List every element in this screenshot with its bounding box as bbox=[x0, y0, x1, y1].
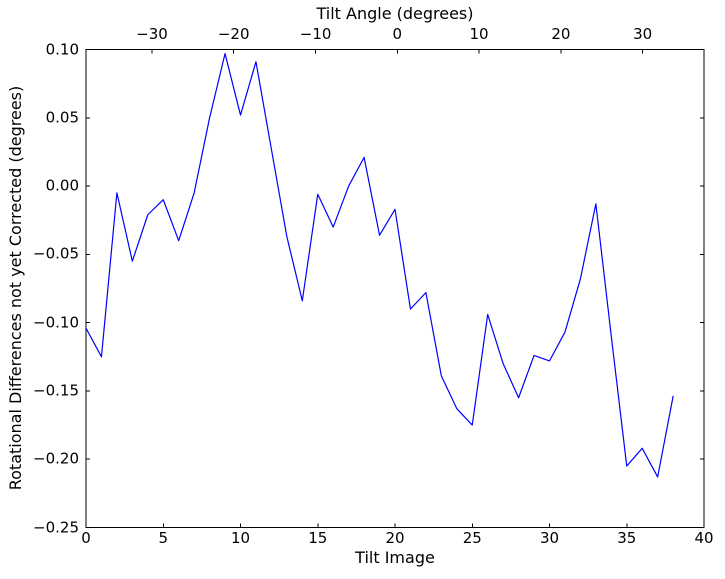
top-axis-tick-label: 0 bbox=[392, 25, 403, 43]
y-axis-title: Rotational Differences not yet Corrected… bbox=[6, 85, 25, 491]
top-axis-tick-label: 30 bbox=[633, 25, 653, 43]
x-axis-tick-label: 10 bbox=[230, 529, 251, 547]
y-axis-tick-label: −0.25 bbox=[33, 518, 79, 536]
x-axis-tick-label: 30 bbox=[539, 529, 560, 547]
x-axis-tick-label: 35 bbox=[617, 529, 637, 547]
top-axis-tick-label: −10 bbox=[299, 25, 332, 43]
x-axis-tick-label: 25 bbox=[462, 529, 482, 547]
y-axis-tick-label: 0.10 bbox=[45, 40, 79, 58]
y-axis-tick-label: −0.10 bbox=[33, 313, 79, 332]
data-line bbox=[85, 52, 674, 478]
y-axis-tick-label: 0.00 bbox=[45, 176, 79, 195]
top-axis-title: Tilt Angle (degrees) bbox=[316, 4, 474, 23]
y-axis-tick-label: 0.05 bbox=[45, 108, 79, 127]
x-axis-tick-label: 0 bbox=[81, 529, 91, 547]
x-axis-title: Tilt Image bbox=[355, 548, 435, 567]
x-axis-tick-label: 40 bbox=[694, 529, 714, 547]
plot-area-border bbox=[85, 49, 705, 528]
top-axis-tick-label: −20 bbox=[217, 25, 250, 43]
top-axis-tick-label: 10 bbox=[469, 25, 489, 43]
top-axis-tick-label: −30 bbox=[136, 25, 168, 43]
x-axis-tick-label: 15 bbox=[308, 529, 328, 547]
top-axis-tick-label: 20 bbox=[551, 25, 571, 43]
y-axis-tick-label: −0.15 bbox=[33, 381, 79, 400]
y-axis-tick-label: −0.20 bbox=[33, 449, 79, 468]
y-axis-tick-label: −0.05 bbox=[33, 244, 79, 263]
x-axis-tick-label: 20 bbox=[385, 529, 405, 547]
x-axis-tick-label: 5 bbox=[158, 529, 169, 547]
